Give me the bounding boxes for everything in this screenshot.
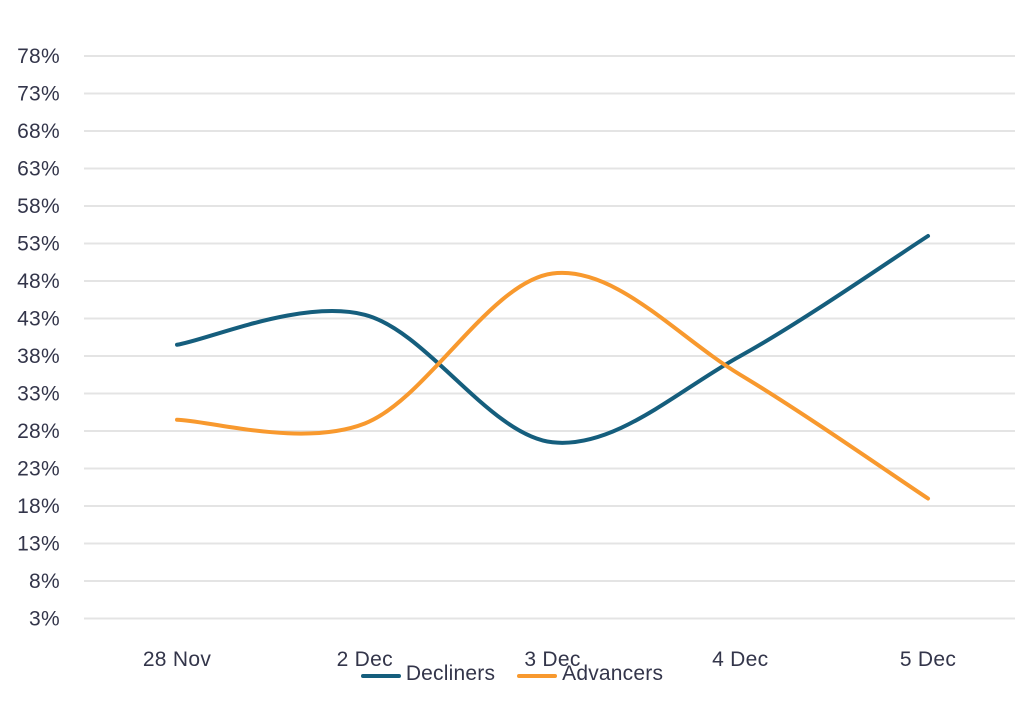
y-axis-label: 63% bbox=[17, 158, 60, 181]
y-axis-label: 78% bbox=[17, 45, 60, 68]
x-axis-label: 2 Dec bbox=[337, 648, 393, 671]
x-axis-label: 4 Dec bbox=[712, 648, 768, 671]
x-axis-label: 3 Dec bbox=[524, 648, 580, 671]
y-axis-label: 8% bbox=[29, 570, 60, 593]
decliners-line bbox=[175, 234, 930, 445]
advancers-line bbox=[175, 270, 930, 501]
x-axis-label: 28 Nov bbox=[143, 648, 212, 671]
y-axis-label: 48% bbox=[17, 270, 60, 293]
y-axis-label: 13% bbox=[17, 533, 60, 556]
x-axis-label: 5 Dec bbox=[900, 648, 956, 671]
y-axis-label: 33% bbox=[17, 383, 60, 406]
y-axis-label: 18% bbox=[17, 495, 60, 518]
y-axis-label: 38% bbox=[17, 345, 60, 368]
y-axis-label: 28% bbox=[17, 420, 60, 443]
y-axis-label: 3% bbox=[29, 608, 60, 631]
y-axis-label: 53% bbox=[17, 233, 60, 256]
y-axis-label: 68% bbox=[17, 120, 60, 143]
y-axis-label: 23% bbox=[17, 458, 60, 481]
y-axis-label: 43% bbox=[17, 308, 60, 331]
y-axis-label: 58% bbox=[17, 195, 60, 218]
y-axis-label: 73% bbox=[17, 83, 60, 106]
